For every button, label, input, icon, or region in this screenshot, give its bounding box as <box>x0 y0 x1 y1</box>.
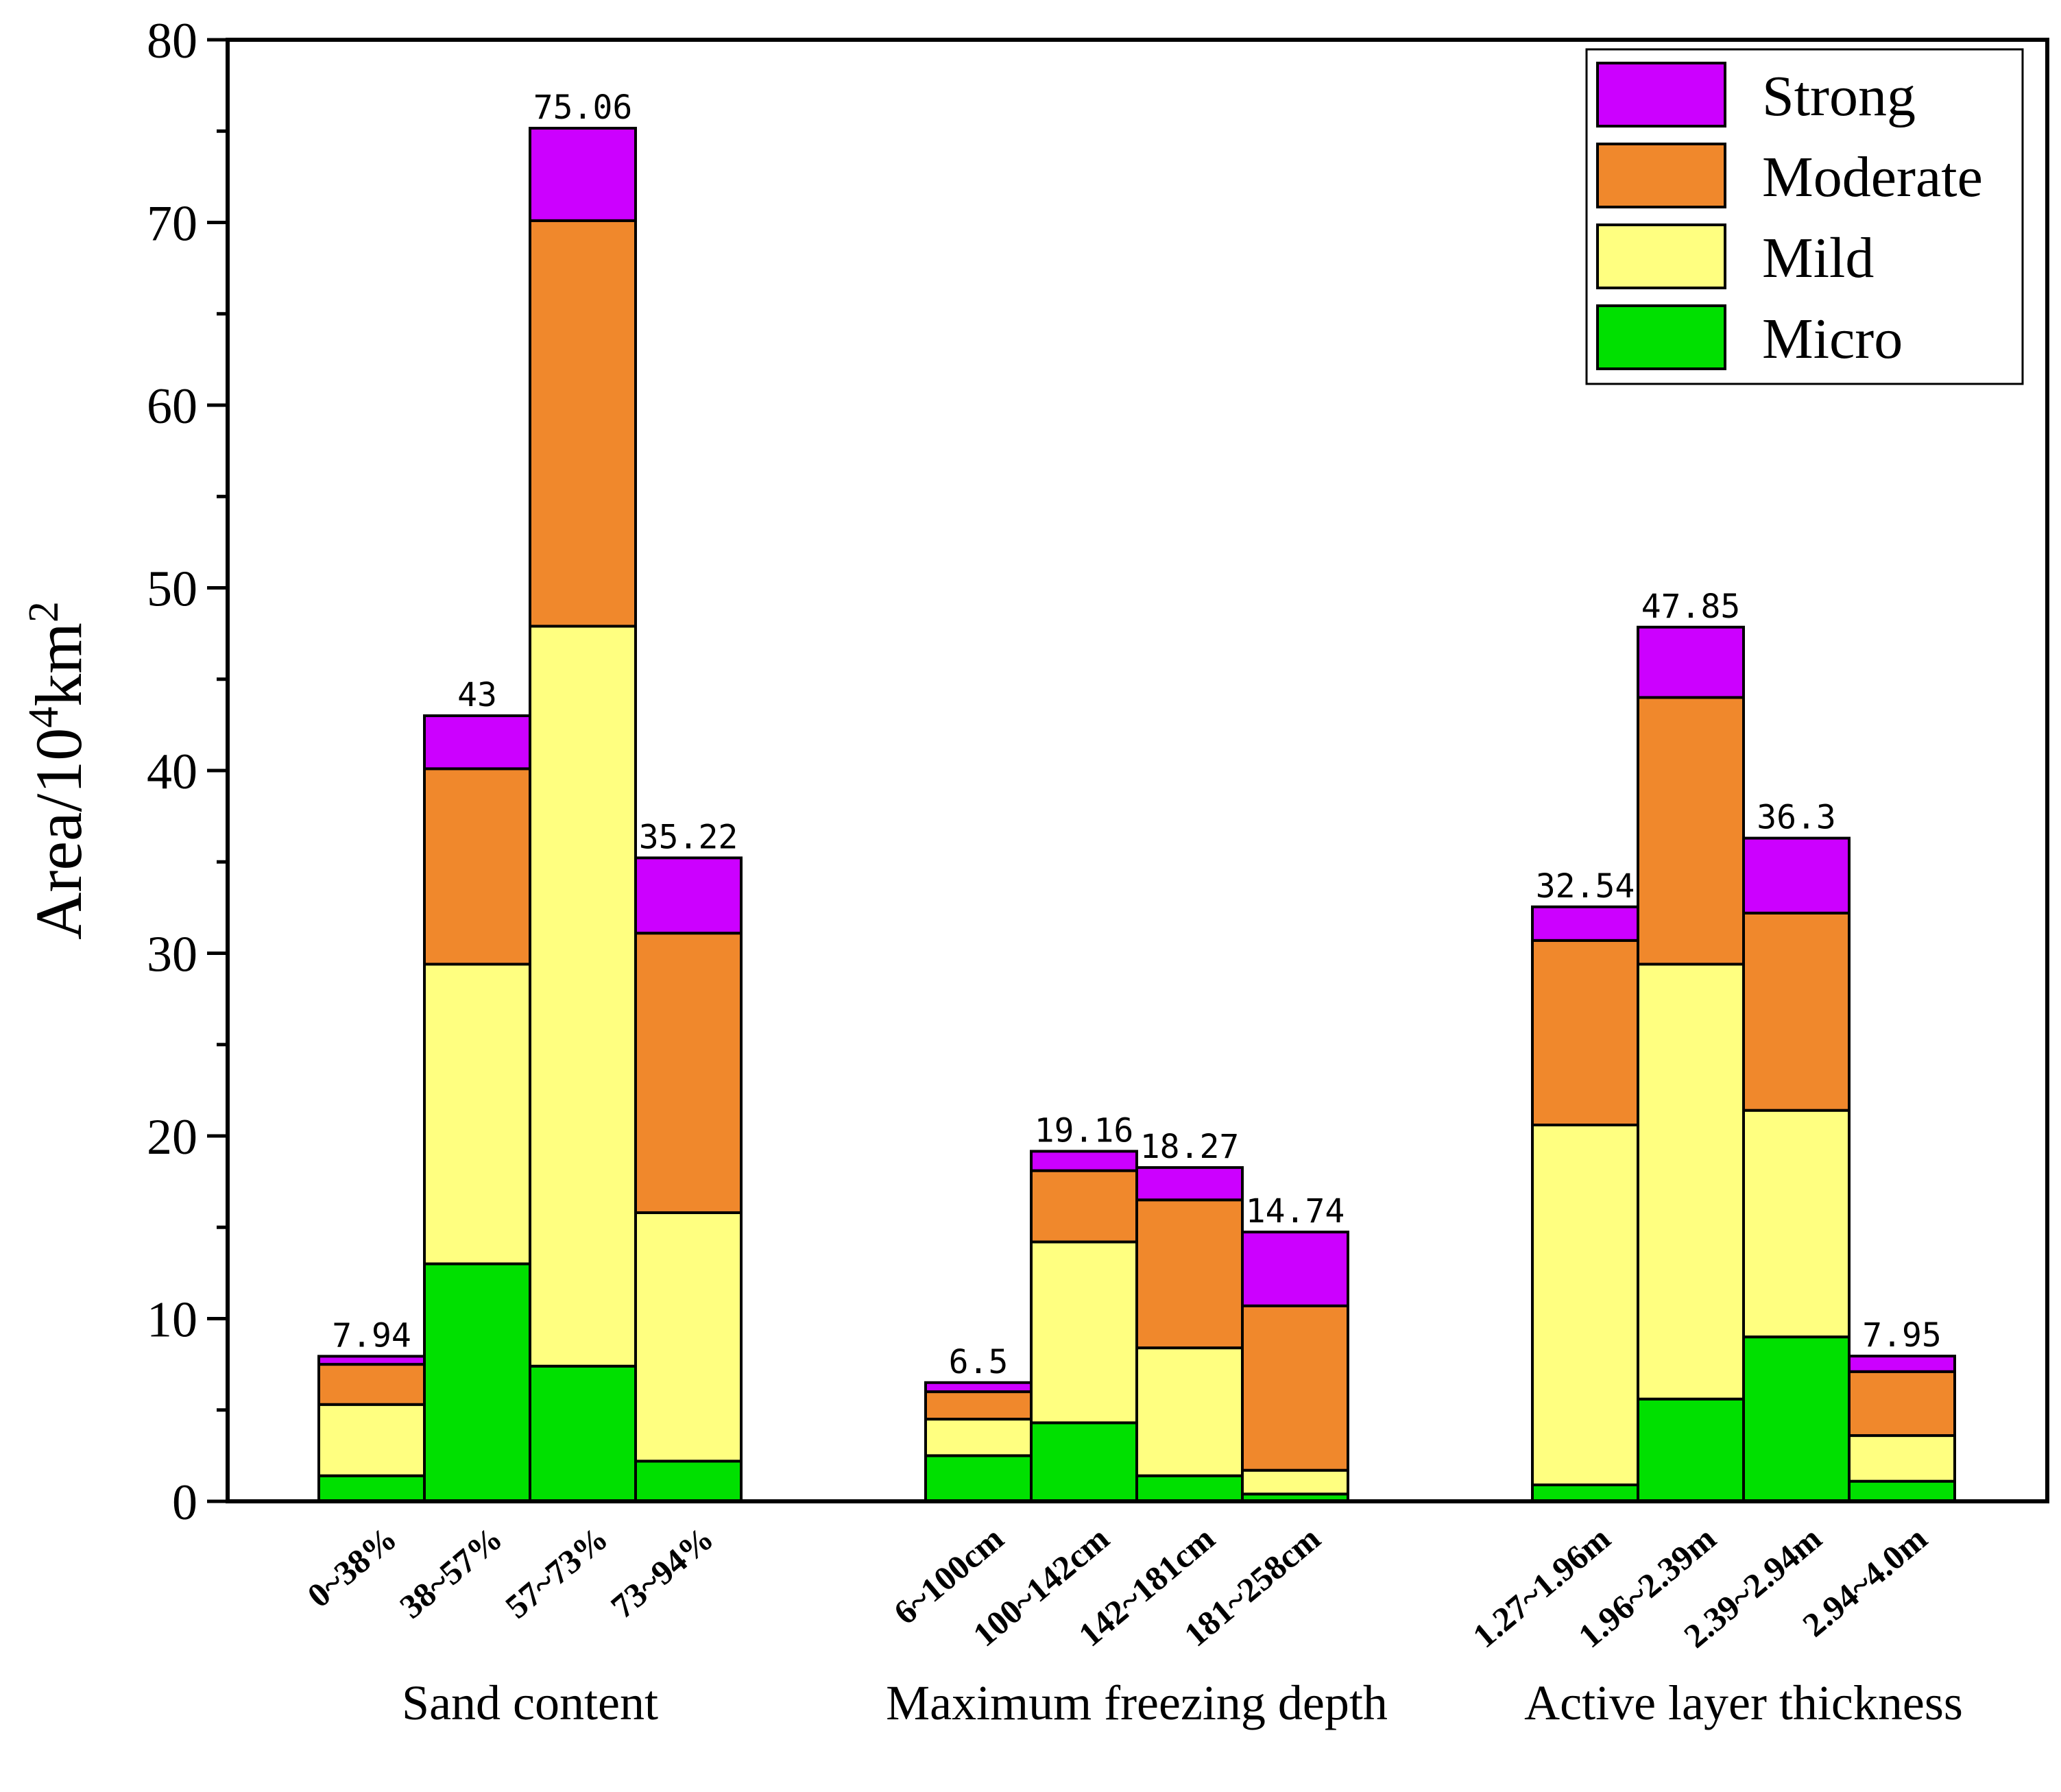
y-tick-label: 10 <box>147 1292 197 1348</box>
category-tick-label: 0~38% <box>300 1519 404 1615</box>
legend-swatch-moderate <box>1596 143 1726 208</box>
bar-segment-mild <box>1030 1240 1138 1425</box>
bar-segment-strong <box>1531 905 1639 942</box>
bar-total-label: 14.74 <box>1246 1192 1345 1231</box>
category-tick-label: 73~94% <box>603 1519 721 1626</box>
y-tick-label: 60 <box>147 378 197 435</box>
bar-segment-micro <box>317 1474 426 1503</box>
bar-segment-strong <box>529 126 637 222</box>
bar-segment-mild <box>1531 1124 1639 1487</box>
bar-segment-strong <box>1241 1231 1349 1307</box>
bar-segment-strong <box>1637 625 1745 699</box>
category-labels: 0~38%38~57%57~73%73~94% 6~100cm100~142cm1… <box>300 1519 1934 1656</box>
bar-total-label: 7.94 <box>332 1316 411 1355</box>
bar-segment-moderate <box>529 219 637 628</box>
bar-segment-moderate <box>1848 1370 1956 1438</box>
bar-segment-moderate <box>634 932 743 1214</box>
bar-segment-moderate <box>924 1390 1033 1421</box>
y-axis-label-part: km <box>22 622 95 707</box>
bar-segment-mild <box>317 1403 426 1477</box>
bar-segment-mild <box>529 625 637 1368</box>
legend-swatch-strong <box>1596 62 1726 128</box>
y-axis-label-part: Area/10 <box>22 728 95 940</box>
bar-segment-strong <box>1030 1150 1138 1172</box>
bar-segment-mild <box>1848 1434 1956 1483</box>
y-tick-label: 40 <box>147 744 197 800</box>
bar-segment-moderate <box>1241 1304 1349 1472</box>
bar-segment-mild <box>1135 1346 1244 1477</box>
bar-total-label: 18.27 <box>1140 1128 1240 1166</box>
group-label: Maximum freezing depth <box>886 1675 1388 1730</box>
bar-segment-micro <box>1531 1484 1639 1503</box>
bar-segment-moderate <box>423 767 531 966</box>
bar-total-label: 47.85 <box>1641 588 1741 626</box>
y-axis-label-part: 4 <box>21 707 67 728</box>
bar-segment-moderate <box>1135 1198 1244 1350</box>
bar-segment-strong <box>317 1355 426 1366</box>
bar-segment-moderate <box>1742 911 1851 1112</box>
bars <box>317 126 1956 1503</box>
group-label: Active layer thickness <box>1524 1675 1963 1730</box>
bar-total-label: 36.3 <box>1757 799 1836 837</box>
bar-segment-micro <box>1637 1397 1745 1503</box>
legend-swatch-micro <box>1596 304 1726 370</box>
bar-segment-strong <box>423 714 531 771</box>
y-tick-label: 80 <box>147 13 197 69</box>
legend-label-micro: Micro <box>1762 307 1903 371</box>
bar-segment-strong <box>634 856 743 935</box>
legend: Strong Moderate Mild Micro <box>1585 48 2024 385</box>
y-tick-label: 30 <box>147 927 197 983</box>
bar-segment-strong <box>924 1381 1033 1394</box>
bar-segment-mild <box>1637 962 1745 1401</box>
bar-segment-micro <box>529 1364 637 1503</box>
legend-label-moderate: Moderate <box>1762 145 1983 209</box>
bar-segment-strong <box>1848 1355 1956 1373</box>
bar-segment-moderate <box>1531 939 1639 1127</box>
bar-segment-mild <box>423 962 531 1266</box>
bar-total-label: 43 <box>457 676 497 714</box>
y-tick-label: 0 <box>172 1475 197 1531</box>
bar-segment-micro <box>924 1454 1033 1503</box>
category-tick-label: 38~57% <box>392 1519 509 1626</box>
bar-total-label: 35.22 <box>639 818 738 856</box>
y-axis-label: Area/104km2 <box>21 601 95 940</box>
bar-total-label: 7.95 <box>1862 1316 1942 1355</box>
bar-segment-mild <box>1742 1109 1851 1339</box>
bar-total-label: 75.06 <box>533 88 633 127</box>
bar-segment-micro <box>423 1262 531 1503</box>
y-axis-label-part: 2 <box>21 601 67 622</box>
y-ticks: 0 10 20 30 40 50 60 70 80 <box>147 13 228 1531</box>
bar-total-label: 32.54 <box>1536 867 1635 906</box>
y-axis-title: Area/104km2 <box>21 601 95 940</box>
bar-segment-moderate <box>317 1363 426 1406</box>
y-tick-label: 70 <box>147 196 197 252</box>
bar-segment-micro <box>1848 1479 1956 1503</box>
group-labels: Sand content Maximum freezing depth Active… <box>402 1675 1963 1730</box>
bar-segment-mild <box>924 1418 1033 1457</box>
bar-segment-strong <box>1135 1166 1244 1202</box>
bar-segment-mild <box>1241 1468 1349 1496</box>
bar-segment-micro <box>1135 1474 1244 1503</box>
bar-segment-strong <box>1742 836 1851 915</box>
bar-segment-micro <box>1030 1421 1138 1503</box>
bar-segment-micro <box>634 1460 743 1503</box>
bar-total-label: 19.16 <box>1035 1111 1134 1150</box>
bar-segment-mild <box>634 1211 743 1463</box>
bar-segment-micro <box>1742 1335 1851 1503</box>
category-tick-label: 57~73% <box>498 1519 615 1626</box>
legend-swatch-mild <box>1596 223 1726 289</box>
bar-segment-moderate <box>1637 696 1745 966</box>
y-tick-label: 50 <box>147 561 197 618</box>
group-label: Sand content <box>402 1675 658 1730</box>
y-tick-label: 20 <box>147 1109 197 1165</box>
bar-total-label: 6.5 <box>949 1343 1009 1381</box>
legend-label-mild: Mild <box>1762 226 1874 290</box>
legend-label-strong: Strong <box>1762 64 1916 128</box>
bar-segment-moderate <box>1030 1169 1138 1244</box>
